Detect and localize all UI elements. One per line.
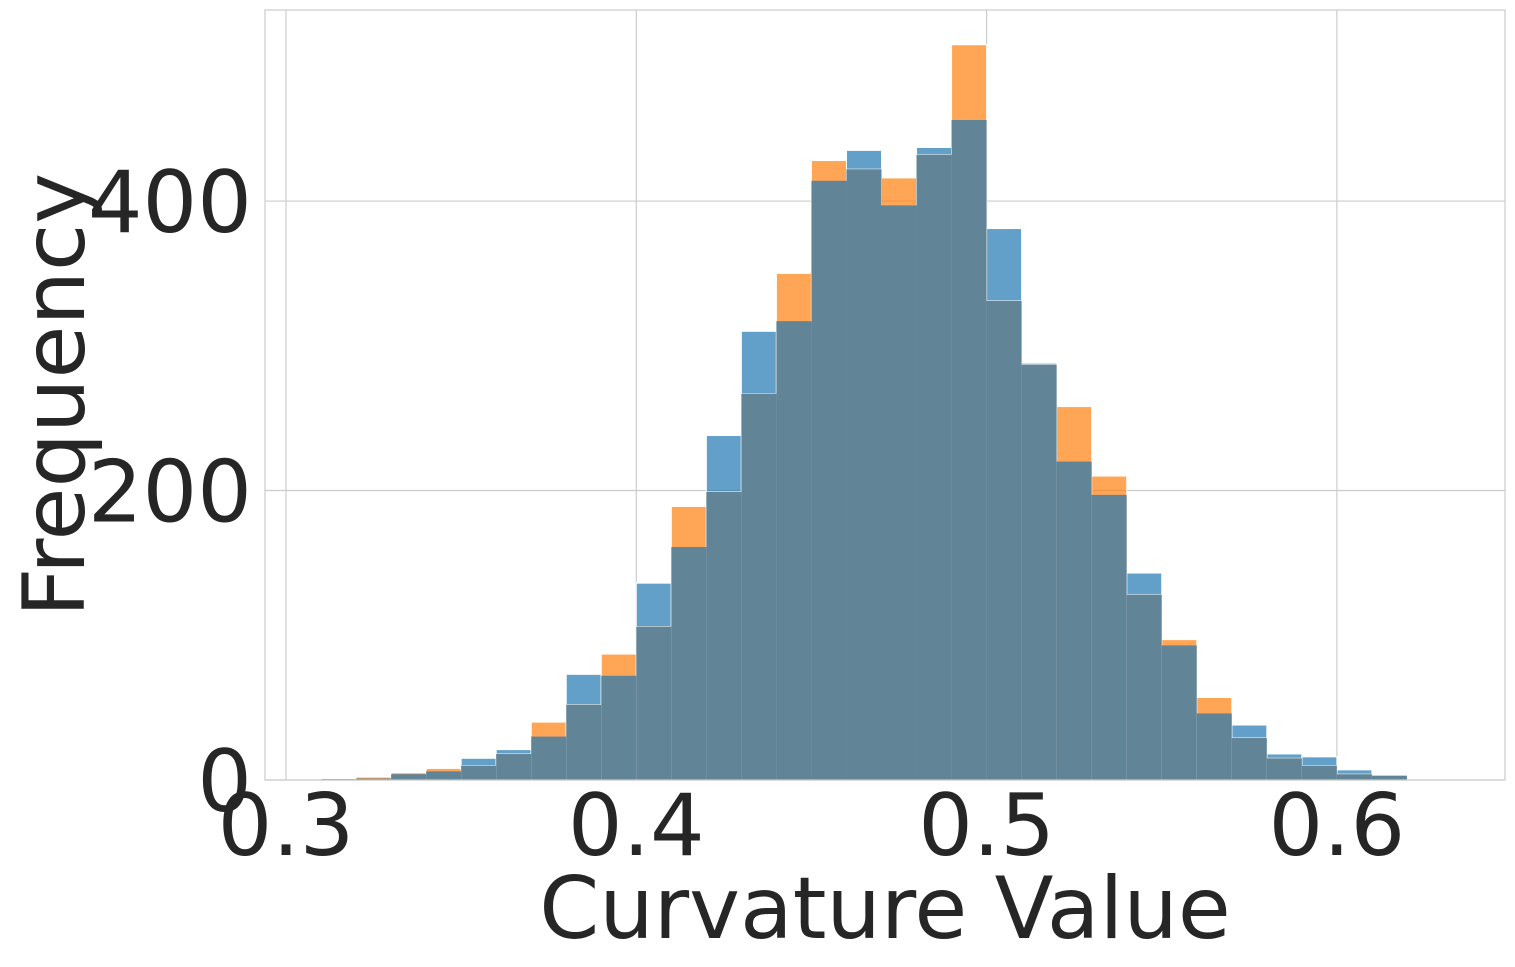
overlap-bar-bin-2 xyxy=(391,774,427,780)
histogram-bars xyxy=(320,44,1408,781)
overlap-bar-bin-24 xyxy=(1161,645,1197,780)
plot-frame xyxy=(264,9,1506,781)
overlap-bar-bin-9 xyxy=(636,626,672,780)
overlap-bar-bin-30 xyxy=(1371,775,1407,780)
overlap-bar-bin-10 xyxy=(671,546,707,780)
overlap-bar-bin-17 xyxy=(916,154,952,781)
overlap-bar-bin-15 xyxy=(846,169,882,781)
x-tick-label-0: 0.3 xyxy=(218,776,355,876)
overlap-bar-bin-20 xyxy=(1021,364,1057,780)
x-tick-label-3: 0.6 xyxy=(1268,776,1405,876)
x-tick-label-1: 0.4 xyxy=(568,776,705,876)
overlap-bar-bin-13 xyxy=(776,321,812,780)
y-tick-label-1: 200 xyxy=(88,443,252,543)
overlap-bar-bin-6 xyxy=(531,736,567,780)
overlap-bar-bin-16 xyxy=(881,205,917,781)
overlap-bar-bin-28 xyxy=(1301,765,1337,780)
y-tick-labels: 0 200 400 xyxy=(88,153,252,832)
overlap-bar-bin-23 xyxy=(1126,594,1162,780)
overlap-bars xyxy=(356,120,1407,781)
overlap-bar-bin-19 xyxy=(986,300,1022,780)
overlap-bar-bin-27 xyxy=(1266,758,1302,780)
overlap-bar-bin-8 xyxy=(601,675,637,780)
overlap-bar-bin-3 xyxy=(426,771,462,780)
y-tick-label-0: 0 xyxy=(197,732,252,832)
overlap-bar-bin-21 xyxy=(1056,461,1092,780)
overlap-bar-bin-11 xyxy=(706,491,742,780)
x-tick-label-2: 0.5 xyxy=(918,776,1055,876)
overlap-bar-bin-7 xyxy=(566,704,602,780)
overlap-bar-bin-12 xyxy=(741,393,777,780)
y-axis-label: Frequency xyxy=(5,173,105,617)
overlap-bar-bin-18 xyxy=(951,120,987,780)
y-tick-label-2: 400 xyxy=(88,153,252,253)
overlap-bar-bin-22 xyxy=(1091,494,1127,780)
x-axis-label: Curvature Value xyxy=(539,859,1231,959)
overlap-bar-bin-25 xyxy=(1196,713,1232,780)
overlap-bar-bin-4 xyxy=(461,765,497,780)
overlap-bar-bin-26 xyxy=(1231,738,1267,780)
x-tick-labels: 0.3 0.4 0.5 0.6 xyxy=(218,776,1406,876)
overlap-bar-bin-29 xyxy=(1336,774,1372,780)
overlap-bar-bin-5 xyxy=(496,753,532,780)
overlap-bar-bin-1 xyxy=(356,778,392,780)
overlap-bar-bin-14 xyxy=(811,180,847,780)
